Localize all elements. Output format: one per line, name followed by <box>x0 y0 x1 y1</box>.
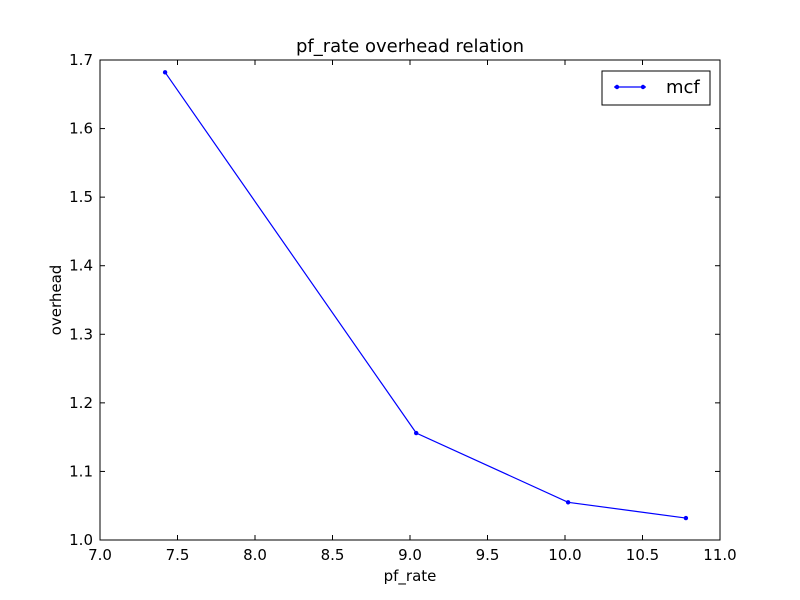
data-point <box>683 515 689 521</box>
x-tick-label: 8.0 <box>243 546 267 564</box>
legend: mcf <box>601 70 711 106</box>
y-tick-label: 1.5 <box>69 188 93 206</box>
legend-marker-mcf <box>614 84 620 90</box>
data-point <box>414 430 419 436</box>
plot-frame <box>99 59 721 541</box>
y-tick-label: 1.6 <box>69 120 93 138</box>
x-axis-label: pf_rate <box>384 567 437 586</box>
y-tick-label: 1.0 <box>69 531 93 549</box>
legend-label-mcf: mcf <box>666 77 700 98</box>
legend-box <box>601 70 711 106</box>
series-layer <box>162 70 689 521</box>
y-tick-label: 1.3 <box>69 325 93 343</box>
y-tick-label: 1.1 <box>69 462 93 480</box>
data-point <box>565 500 571 505</box>
x-tick-label: 9.5 <box>476 546 500 564</box>
x-tick-label: 10.0 <box>548 546 581 564</box>
data-point <box>162 70 168 75</box>
x-tick-label: 10.5 <box>626 546 659 564</box>
y-tick-label: 1.7 <box>69 51 93 69</box>
y-tick-label: 1.2 <box>69 394 93 412</box>
x-tick-label: 7.5 <box>166 546 190 564</box>
axis-ticks: 7.0 7.5 8.0 8.5 9.0 9.5 10.0 10.5 11.0 1.0 1.1 1.2 1… <box>69 51 737 564</box>
chart-title: pf_rate overhead relation <box>296 36 524 57</box>
series-line-mcf <box>164 71 686 519</box>
legend-marker-mcf-end <box>640 84 646 90</box>
x-tick-label: 7.0 <box>88 546 112 564</box>
y-axis-label: overhead <box>47 265 65 336</box>
x-tick-label: 11.0 <box>703 546 736 564</box>
x-tick-label: 9.0 <box>398 546 422 564</box>
y-tick-label: 1.4 <box>69 257 93 275</box>
x-tick-label: 8.5 <box>321 546 345 564</box>
